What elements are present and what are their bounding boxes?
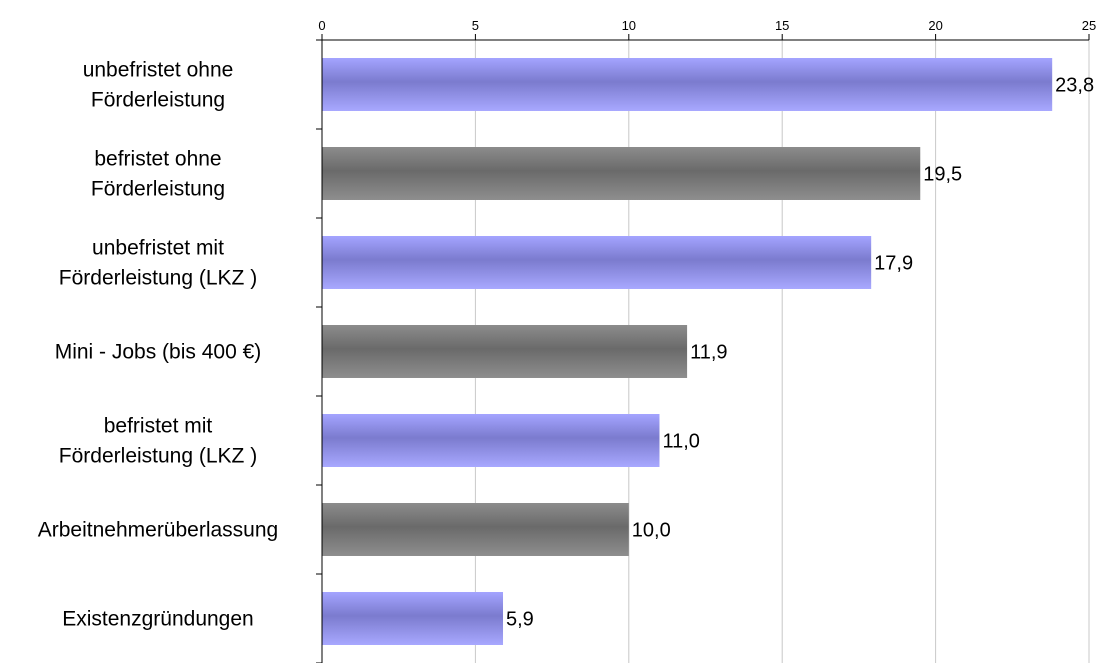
category-label-1: befristet ohne Förderleistung — [91, 148, 225, 201]
x-tick-label: 20 — [928, 18, 942, 33]
value-label-4: 11,0 — [662, 431, 699, 453]
value-label-5: 10,0 — [632, 520, 671, 542]
category-label-4: befristet mit Förderleistung (LKZ ) — [59, 415, 257, 468]
category-label-2: unbefristet mit Förderleistung (LKZ ) — [59, 237, 257, 290]
bar-5 — [322, 503, 629, 556]
axis-layer — [316, 34, 1090, 663]
category-label-6: Existenzgründungen — [62, 608, 253, 631]
bar-6 — [322, 592, 504, 645]
value-label-0: 23,8 — [1055, 75, 1094, 97]
bars-layer — [322, 58, 1053, 645]
grid-layer — [474, 40, 1090, 663]
category-label-line: Existenzgründungen — [62, 608, 253, 631]
category-label-5: Arbeitnehmerüberlassung — [38, 519, 278, 542]
bar-1 — [322, 147, 921, 200]
category-label-line: Mini - Jobs (bis 400 €) — [55, 341, 262, 364]
x-tick-label: 5 — [472, 18, 479, 33]
category-label-line: befristet mit — [104, 415, 213, 438]
category-label-line: Arbeitnehmerüberlassung — [38, 519, 278, 542]
bar-0 — [322, 58, 1053, 111]
labels-layer: 0 5 10 15 20 25 23,8 unbefristet ohne Förderleis… — [38, 18, 1096, 631]
category-label-line: unbefristet ohne — [83, 59, 234, 82]
category-label-line: unbefristet mit — [92, 237, 224, 260]
category-label-line: Förderleistung (LKZ ) — [59, 445, 257, 468]
bar-4 — [322, 414, 660, 467]
value-label-3: 11,9 — [690, 342, 727, 364]
x-tick-label: 10 — [622, 18, 636, 33]
category-label-line: Förderleistung — [91, 178, 225, 201]
bar-3 — [322, 325, 688, 378]
category-label-0: unbefristet ohne Förderleistung — [83, 59, 234, 112]
value-label-2: 17,9 — [874, 253, 913, 275]
x-tick-label: 25 — [1082, 18, 1096, 33]
bar-2 — [322, 236, 872, 289]
x-tick-label: 0 — [318, 18, 325, 33]
value-label-1: 19,5 — [923, 164, 962, 186]
value-label-6: 5,9 — [506, 609, 534, 631]
category-label-line: Förderleistung — [91, 89, 225, 112]
category-label-line: befristet ohne — [94, 148, 221, 171]
category-label-line: Förderleistung (LKZ ) — [59, 267, 257, 290]
category-label-3: Mini - Jobs (bis 400 €) — [55, 341, 262, 364]
x-tick-label: 15 — [775, 18, 789, 33]
